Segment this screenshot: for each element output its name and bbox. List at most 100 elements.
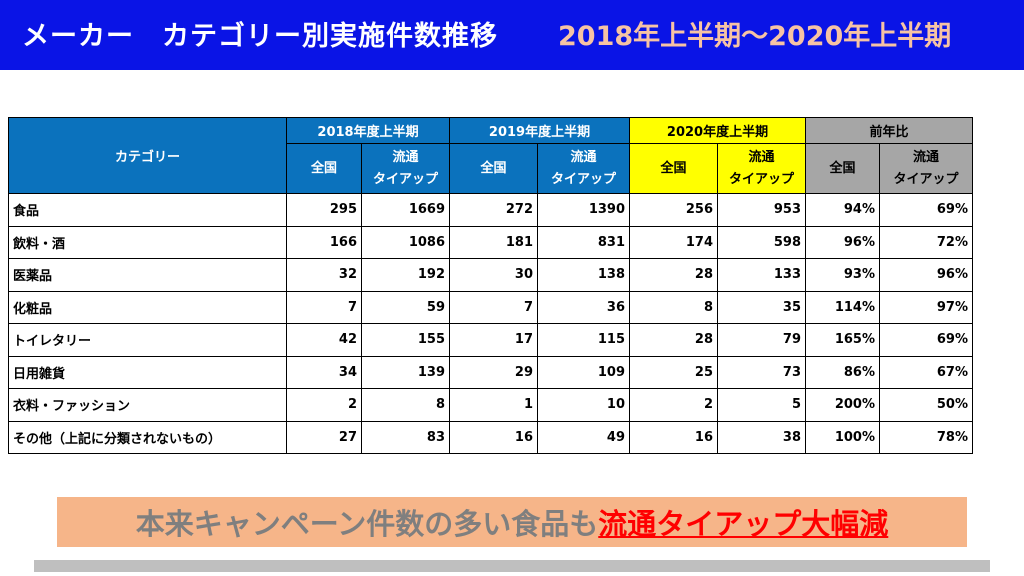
- value-cell: 28: [629, 258, 718, 292]
- value-cell: 1390: [537, 193, 630, 227]
- subheader-all-2020: 全国: [629, 143, 718, 194]
- value-cell: 2: [286, 388, 362, 422]
- value-cell: 29: [449, 355, 538, 389]
- value-cell: 73: [717, 355, 806, 389]
- category-cell: トイレタリー: [8, 323, 287, 357]
- value-cell: 272: [449, 193, 538, 227]
- value-cell: 86%: [805, 355, 880, 389]
- table-row: 食品 295 1669 272 1390 256 953 94% 69%: [8, 193, 974, 227]
- subheader-tieup-2018: 流通 タイアップ: [361, 143, 450, 194]
- value-cell: 38: [717, 420, 806, 454]
- value-cell: 17: [449, 323, 538, 357]
- table-row: その他（上記に分類されないもの） 27 83 16 49 16 38 100% 78%: [8, 420, 974, 454]
- value-cell: 155: [361, 323, 450, 357]
- value-cell: 166: [286, 225, 362, 259]
- value-cell: 181: [449, 225, 538, 259]
- value-cell: 35: [717, 290, 806, 324]
- value-cell: 598: [717, 225, 806, 259]
- value-cell: 72%: [878, 225, 974, 259]
- value-cell: 10: [537, 388, 630, 422]
- table-body: 食品 295 1669 272 1390 256 953 94% 69% 飲料・酒 166 1086 1…: [8, 193, 974, 454]
- subheader-tieup-2019: 流通 タイアップ: [537, 143, 630, 194]
- category-table: カテゴリー 2018年度上半期 2019年度上半期 2020年度上半期 前年比 …: [8, 117, 974, 454]
- value-cell: 174: [629, 225, 718, 259]
- value-cell: 115: [537, 323, 630, 357]
- table-row: トイレタリー 42 155 17 115 28 79 165% 69%: [8, 323, 974, 357]
- table-row: 飲料・酒 166 1086 181 831 174 598 96% 72%: [8, 225, 974, 259]
- group-header-2020: 2020年度上半期: [629, 117, 806, 144]
- subheader-tieup-2020: 流通 タイアップ: [717, 143, 806, 194]
- value-cell: 83: [361, 420, 450, 454]
- value-cell: 42: [286, 323, 362, 357]
- value-cell: 16: [629, 420, 718, 454]
- value-cell: 295: [286, 193, 362, 227]
- category-header: カテゴリー: [8, 117, 287, 194]
- value-cell: 7: [449, 290, 538, 324]
- conclusion-banner: 本来キャンペーン件数の多い食品も 流通タイアップ大幅減: [57, 497, 967, 547]
- value-cell: 32: [286, 258, 362, 292]
- value-cell: 27: [286, 420, 362, 454]
- value-cell: 165%: [805, 323, 880, 357]
- group-header-2019: 2019年度上半期: [449, 117, 630, 144]
- slide-title: メーカー カテゴリー別実施件数推移: [22, 21, 498, 52]
- value-cell: 953: [717, 193, 806, 227]
- value-cell: 114%: [805, 290, 880, 324]
- value-cell: 138: [537, 258, 630, 292]
- table-row: 化粧品 7 59 7 36 8 35 114% 97%: [8, 290, 974, 324]
- category-cell: 飲料・酒: [8, 225, 287, 259]
- value-cell: 25: [629, 355, 718, 389]
- value-cell: 69%: [878, 323, 974, 357]
- value-cell: 100%: [805, 420, 880, 454]
- value-cell: 69%: [878, 193, 974, 227]
- group-header-2018: 2018年度上半期: [286, 117, 450, 144]
- banner-lead: 本来キャンペーン件数の多い食品も: [135, 507, 599, 541]
- table-row: 日用雑貨 34 139 29 109 25 73 86% 67%: [8, 355, 974, 389]
- value-cell: 59: [361, 290, 450, 324]
- value-cell: 831: [537, 225, 630, 259]
- value-cell: 192: [361, 258, 450, 292]
- header-row-sub: 全国 流通 タイアップ 全国 流通 タイアップ 全国 流通 タイアップ 全国 流通 タイ…: [9, 143, 974, 194]
- value-cell: 30: [449, 258, 538, 292]
- value-cell: 36: [537, 290, 630, 324]
- value-cell: 94%: [805, 193, 880, 227]
- subheader-all-yoy: 全国: [805, 143, 880, 194]
- value-cell: 97%: [878, 290, 974, 324]
- slide-period: 2018年上半期～2020年上半期: [558, 21, 952, 52]
- value-cell: 16: [449, 420, 538, 454]
- value-cell: 1: [449, 388, 538, 422]
- value-cell: 67%: [878, 355, 974, 389]
- header-row-years: カテゴリー 2018年度上半期 2019年度上半期 2020年度上半期 前年比: [8, 117, 974, 194]
- value-cell: 109: [537, 355, 630, 389]
- value-cell: 256: [629, 193, 718, 227]
- value-cell: 8: [629, 290, 718, 324]
- table-row: 衣料・ファッション 2 8 1 10 2 5 200% 50%: [8, 388, 974, 422]
- subheader-tieup-yoy: 流通 タイアップ: [878, 143, 974, 194]
- value-cell: 2: [629, 388, 718, 422]
- value-cell: 1086: [361, 225, 450, 259]
- footer-bar: [34, 560, 990, 572]
- value-cell: 133: [717, 258, 806, 292]
- value-cell: 5: [717, 388, 806, 422]
- value-cell: 96%: [878, 258, 974, 292]
- category-cell: 衣料・ファッション: [8, 388, 287, 422]
- value-cell: 1669: [361, 193, 450, 227]
- title-bar: メーカー カテゴリー別実施件数推移 2018年上半期～2020年上半期: [0, 0, 1024, 70]
- category-cell: その他（上記に分類されないもの）: [8, 420, 287, 454]
- value-cell: 34: [286, 355, 362, 389]
- value-cell: 93%: [805, 258, 880, 292]
- banner-highlight: 流通タイアップ大幅減: [598, 507, 889, 541]
- value-cell: 139: [361, 355, 450, 389]
- category-cell: 食品: [8, 193, 287, 227]
- group-header-yoy: 前年比: [804, 117, 974, 144]
- value-cell: 7: [286, 290, 362, 324]
- value-cell: 50%: [878, 388, 974, 422]
- value-cell: 49: [537, 420, 630, 454]
- subheader-all-2018: 全国: [286, 143, 362, 194]
- value-cell: 200%: [805, 388, 880, 422]
- table-row: 医薬品 32 192 30 138 28 133 93% 96%: [8, 258, 974, 292]
- value-cell: 96%: [805, 225, 880, 259]
- category-cell: 化粧品: [8, 290, 287, 324]
- category-cell: 日用雑貨: [8, 355, 287, 389]
- value-cell: 8: [361, 388, 450, 422]
- value-cell: 28: [629, 323, 718, 357]
